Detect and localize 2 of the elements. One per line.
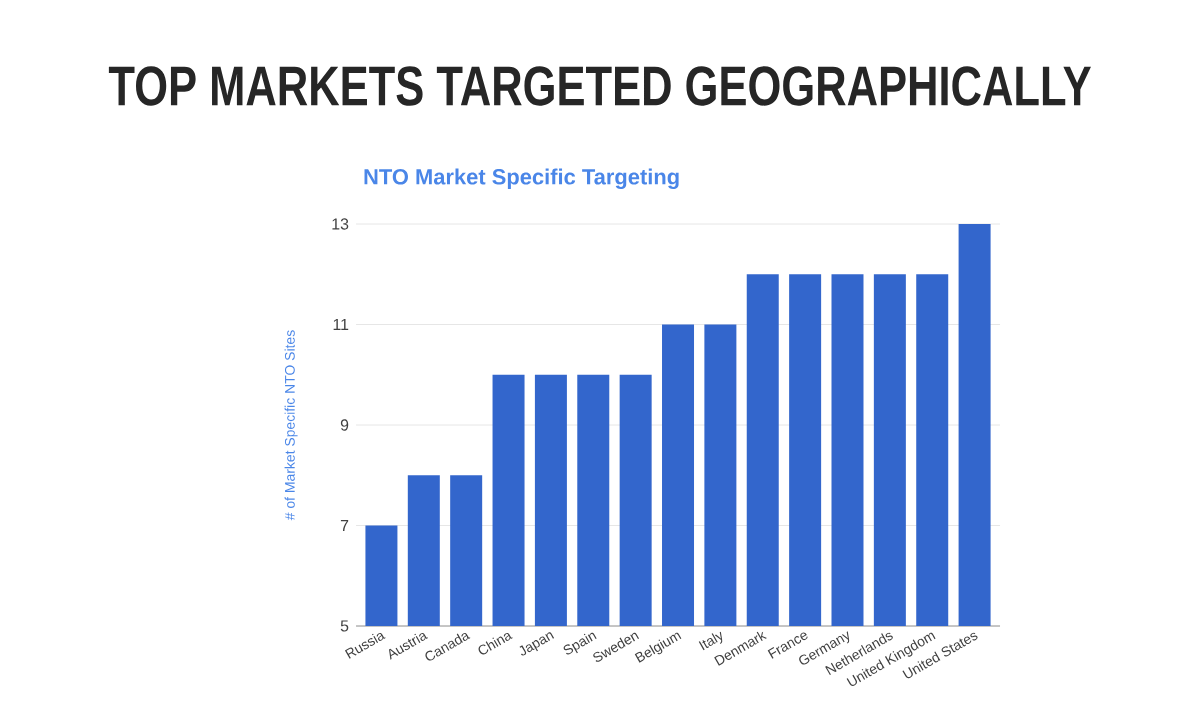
chart-subtitle: NTO Market Specific Targeting: [364, 168, 679, 190]
chart-title: TOP MARKETS TARGETED GEOGRAPHICALLY: [108, 66, 1091, 106]
